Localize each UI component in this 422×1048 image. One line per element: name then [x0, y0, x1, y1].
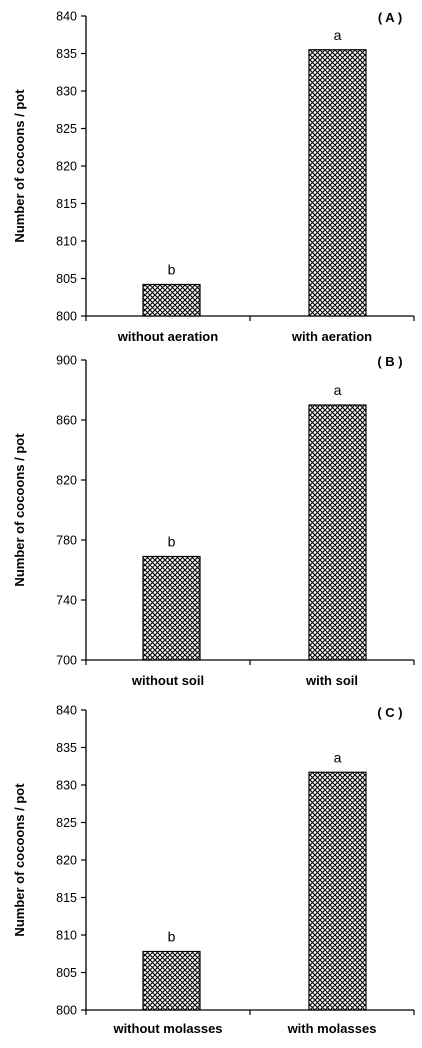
bar-2 [308, 49, 367, 317]
y-tick-label: 825 [56, 816, 77, 830]
y-tick-label: 740 [56, 594, 77, 608]
y-tick-label: 780 [56, 534, 77, 548]
y-tick-label: 700 [56, 654, 77, 668]
significance-letter: a [334, 27, 342, 43]
y-tick-label: 835 [56, 741, 77, 755]
panel-label: ( C ) [377, 705, 402, 720]
y-tick-label: 800 [56, 310, 77, 324]
chart-panel-3: 800 805 810 815 820 825 830 835 840 b without mola… [12, 704, 415, 1036]
y-tick-label: 815 [56, 891, 77, 905]
y-tick-label: 860 [56, 414, 77, 428]
x-category-label: with soil [305, 673, 358, 688]
panel-label: ( B ) [377, 354, 402, 369]
bar-1 [142, 950, 201, 1011]
significance-letter: b [168, 929, 176, 945]
y-tick-label: 830 [56, 779, 77, 793]
y-tick-label: 815 [56, 197, 77, 211]
y-tick-label: 810 [56, 235, 77, 249]
chart-panel-1: 800 805 810 815 820 825 830 835 840 b without aera… [12, 10, 415, 344]
y-tick-label: 800 [56, 1004, 77, 1018]
bar-2 [308, 404, 367, 661]
y-tick-label: 900 [56, 354, 77, 368]
significance-letter: a [334, 382, 342, 398]
chart-panel-2: 700 740 780 820 860 900 b without soil a with soi… [12, 354, 415, 688]
bar-2 [308, 771, 367, 1011]
bar-1 [142, 283, 201, 317]
y-axis-title: Number of cocoons / pot [12, 433, 27, 587]
significance-letter: a [334, 749, 342, 765]
y-tick-label: 830 [56, 85, 77, 99]
x-category-label: without aeration [117, 329, 218, 344]
x-category-label: with molasses [287, 1021, 377, 1036]
significance-letter: b [168, 534, 176, 550]
y-tick-label: 820 [56, 854, 77, 868]
significance-letter: b [168, 262, 176, 278]
y-tick-label: 825 [56, 122, 77, 136]
x-category-label: without soil [131, 673, 204, 688]
y-axis-title: Number of cocoons / pot [12, 783, 27, 937]
x-category-label: without molasses [112, 1021, 222, 1036]
y-tick-label: 840 [56, 704, 77, 718]
y-tick-label: 805 [56, 272, 77, 286]
y-tick-label: 835 [56, 47, 77, 61]
y-tick-label: 820 [56, 474, 77, 488]
y-tick-label: 840 [56, 10, 77, 24]
panel-label: ( A ) [378, 10, 402, 25]
y-axis-title: Number of cocoons / pot [12, 89, 27, 243]
x-category-label: with aeration [291, 329, 372, 344]
bar-1 [142, 555, 201, 661]
y-tick-label: 805 [56, 966, 77, 980]
y-tick-label: 810 [56, 929, 77, 943]
y-tick-label: 820 [56, 160, 77, 174]
